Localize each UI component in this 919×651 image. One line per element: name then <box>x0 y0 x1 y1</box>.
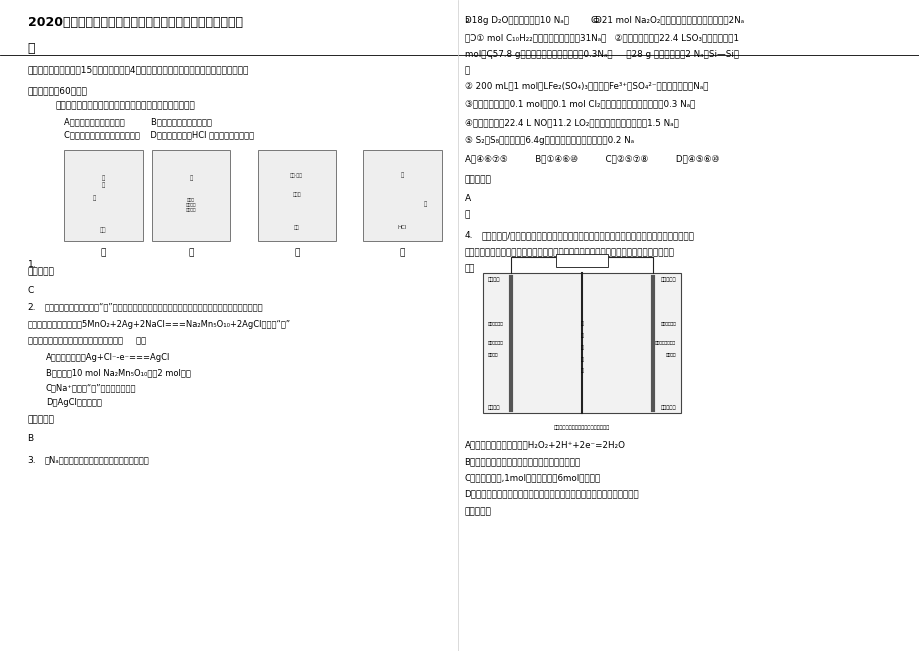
Text: ④标准状况下，22.4 L NO和11.2 LO₂混合后气体的分子总数为1.5 Nₐ；: ④标准状况下，22.4 L NO和11.2 LO₂混合后气体的分子总数为1.5 … <box>464 118 677 127</box>
Text: 参考答案：: 参考答案： <box>464 176 491 185</box>
Text: 多孔石墨电极: 多孔石墨电极 <box>487 322 503 326</box>
Text: 浓硫酸: 浓硫酸 <box>292 192 301 197</box>
Bar <box>363 150 441 241</box>
Text: 甲: 甲 <box>101 249 106 258</box>
Bar <box>257 150 335 241</box>
Text: A．④⑥⑦⑤          B．①④⑥⑩          C．②⑤⑦⑧          D．④⑤⑥⑩: A．④⑥⑦⑤ B．①④⑥⑩ C．②⑤⑦⑧ D．④⑤⑥⑩ <box>464 154 718 163</box>
Text: 氧化剂出口: 氧化剂出口 <box>660 277 675 282</box>
Text: ② 200 mL，1 mol／LFe₂(SO₄)₃溶液中，Fe³⁺和SO₄²⁻离子数的总和是Nₐ；: ② 200 mL，1 mol／LFe₂(SO₄)₃溶液中，Fe³⁺和SO₄²⁻离… <box>464 81 708 90</box>
Text: 一、单选题（本大题共15个小题，每小题4分。在每小题给出的四个选项中，只有一项符合: 一、单选题（本大题共15个小题，每小题4分。在每小题给出的四个选项中，只有一项符… <box>28 65 249 74</box>
Text: 电池在海水中放电时的有关说法正确的是（     ）。: 电池在海水中放电时的有关说法正确的是（ ）。 <box>28 336 145 345</box>
Text: 参考答案：: 参考答案： <box>464 508 491 517</box>
Text: A．装置甲：防止铁钉生锈          B．装置乙：可制得金属锄: A．装置甲：防止铁钉生锈 B．装置乙：可制得金属锄 <box>64 117 212 126</box>
Text: ；Ↄ① mol C₁₀H₂₂分子中共价键总数为31Nₐ；   ②在标准状况下，22.4 LSO₃的物质的量为1: ；Ↄ① mol C₁₀H₂₂分子中共价键总数为31Nₐ； ②在标准状况下，22.… <box>464 33 738 42</box>
Text: 加热: 加热 <box>293 225 300 230</box>
Text: ③在常温常压下，0.1 mol铁与0.1 mol Cl₂充分反应，转移的电子数为0.3 Nₐ；: ③在常温常压下，0.1 mol铁与0.1 mol Cl₂充分反应，转移的电子数为… <box>464 100 694 109</box>
Text: 略: 略 <box>464 210 470 219</box>
Text: 负载: 负载 <box>578 260 584 265</box>
Text: 乙醇·乙酸: 乙醇·乙酸 <box>289 173 303 178</box>
Text: 氧化剂入口: 氧化剂入口 <box>660 405 675 410</box>
Text: 铝热剂
和氧化铁
的混合物: 铝热剂 和氧化铁 的混合物 <box>186 199 196 212</box>
Text: 2.: 2. <box>28 303 36 312</box>
Text: 中电池总反应可表示为：5MnO₂+2Ag+2NaCl===Na₂Mn₅O₁₀+2AgCl，下列“水”: 中电池总反应可表示为：5MnO₂+2Ag+2NaCl===Na₂Mn₅O₁₀+2… <box>28 320 290 329</box>
Text: 的是: 的是 <box>464 264 474 273</box>
Text: B．每生戕10 mol Na₂Mn₅O₁₀转移2 mol电子: B．每生戕10 mol Na₂Mn₅O₁₀转移2 mol电子 <box>46 368 190 378</box>
Text: ↁ18g D₂O含有电子数为10 Nₐ；        ↂ21 mol Na₂O₂与水完全反应时转移电子数为2Nₐ: ↁ18g D₂O含有电子数为10 Nₐ； ↂ21 mol Na₂O₂与水完全反应… <box>464 16 743 25</box>
Text: 燃料入口: 燃料入口 <box>487 405 500 410</box>
Text: C．装置丙：实验室制取乙酸乙酯    D．装置丁：验证HCl 气体在水中的溶解性: C．装置丙：实验室制取乙酸乙酯 D．装置丁：验证HCl 气体在水中的溶解性 <box>64 130 255 139</box>
Bar <box>556 254 607 267</box>
Text: 铁: 铁 <box>93 195 96 201</box>
Text: 子: 子 <box>580 333 583 338</box>
Text: 参考答案：: 参考答案： <box>28 267 54 276</box>
Bar <box>152 150 230 241</box>
Text: A．正极反应式：Ag+Cl⁻-e⁻===AgCl: A．正极反应式：Ag+Cl⁻-e⁻===AgCl <box>46 353 170 363</box>
Text: B: B <box>28 434 34 443</box>
Text: ⑤ S₂和S₈的混合物六6.4g，其中所含硫原子数一定为0.2 Nₐ: ⑤ S₂和S₈的混合物六6.4g，其中所含硫原子数一定为0.2 Nₐ <box>464 136 633 145</box>
Text: 用Nₐ表示阿伏加德罗常数，下列说法正确的是: 用Nₐ表示阿伏加德罗常数，下列说法正确的是 <box>44 456 149 465</box>
Bar <box>482 273 680 413</box>
Text: 采用质子交换膜的燃料电池内部构示意图: 采用质子交换膜的燃料电池内部构示意图 <box>553 425 609 430</box>
Text: 题目要求，共60分。）: 题目要求，共60分。） <box>28 86 87 95</box>
Bar <box>64 150 142 241</box>
Text: 乙: 乙 <box>188 249 193 258</box>
Text: 参考答案：: 参考答案： <box>28 415 54 424</box>
Text: 1.: 1. <box>28 260 36 270</box>
Text: 丙: 丙 <box>294 249 299 258</box>
Text: 的燃料腔和氧化剂腔，在各自催化剂的作用下发生反应，并向外界输出电能，下列说法正确: 的燃料腔和氧化剂腔，在各自催化剂的作用下发生反应，并向外界输出电能，下列说法正确 <box>464 248 674 257</box>
Text: 3.: 3. <box>28 456 36 465</box>
Text: ；: ； <box>464 66 470 76</box>
Text: 换: 换 <box>580 357 583 361</box>
Text: 丁: 丁 <box>400 249 404 258</box>
Text: D．电路中的电子经正极、负极、离子交换膜后再回到正极，形成闭合回路: D．电路中的电子经正极、负极、离子交换膜后再回到正极，形成闭合回路 <box>464 490 639 499</box>
Text: 研究人员最近发现了一种“水”电池，这种电池能利用淡水与海水之间含盐量差别进行发电，在海水: 研究人员最近发现了一种“水”电池，这种电池能利用淡水与海水之间含盐量差别进行发电… <box>44 303 263 312</box>
Text: mol；ↅ57.8 g过氧化钓中含有的离子数为0.3Nₐ；     ↆ28 g 硅晶体中含朄2 Nₐ个Si—Si键: mol；ↅ57.8 g过氧化钓中含有的离子数为0.3Nₐ； ↆ28 g 硅晶体中… <box>464 50 738 59</box>
Text: 质: 质 <box>580 322 583 326</box>
Text: A: A <box>464 194 471 203</box>
Text: 水: 水 <box>424 202 426 208</box>
Text: 的催化剂: 的催化剂 <box>665 353 675 357</box>
Text: HCl: HCl <box>397 225 407 230</box>
Text: 4.: 4. <box>464 231 472 240</box>
Text: 石
墨: 石 墨 <box>102 176 105 188</box>
Text: A．该电池的正极反应式：H₂O₂+2H⁺+2e⁻=2H₂O: A．该电池的正极反应式：H₂O₂+2H⁺+2e⁻=2H₂O <box>464 441 625 450</box>
Text: 燃料出口: 燃料出口 <box>487 277 500 282</box>
Text: C．电池工作时,1mol甲醇被还原有6mol电子转移: C．电池工作时,1mol甲醇被还原有6mol电子转移 <box>464 473 600 482</box>
Text: C．Na⁺不断向“水”电池的负极移动: C．Na⁺不断向“水”电池的负极移动 <box>46 383 136 393</box>
Text: 锄: 锄 <box>189 176 192 182</box>
Text: 的催化剂: 的催化剂 <box>487 353 497 357</box>
Text: 气: 气 <box>401 173 403 178</box>
Text: 载有甲醇氧化: 载有甲醇氧化 <box>487 341 503 346</box>
Text: 析: 析 <box>28 42 35 55</box>
Text: 膜: 膜 <box>580 368 583 373</box>
Text: D．AgCl是还原产物: D．AgCl是还原产物 <box>46 398 102 408</box>
Text: 多孔石墨电极: 多孔石墨电极 <box>660 322 675 326</box>
Text: 2020年河南省三门峡市第一初级中学高三化学模拟试题含解: 2020年河南省三门峡市第一初级中学高三化学模拟试题含解 <box>28 16 243 29</box>
Text: 载有过氧化氢还原: 载有过氧化氢还原 <box>654 341 675 346</box>
Text: B．燃料腔中的多孔石墨电极为该燃料电池的正极: B．燃料腔中的多孔石墨电极为该燃料电池的正极 <box>464 457 580 466</box>
Text: 右图是甲醇/过氧化氢燃料电池内部结构示意图，工作时，甲醇和过氧化氢分别进入燃料电池: 右图是甲醇/过氧化氢燃料电池内部结构示意图，工作时，甲醇和过氧化氢分别进入燃料电… <box>481 231 694 240</box>
Text: C: C <box>28 286 34 296</box>
Text: 用下列实验装置进行的实验中，不能达到相应实验目的的是: 用下列实验装置进行的实验中，不能达到相应实验目的的是 <box>55 101 195 110</box>
Text: 盐水: 盐水 <box>100 228 107 234</box>
Text: 交: 交 <box>580 345 583 350</box>
